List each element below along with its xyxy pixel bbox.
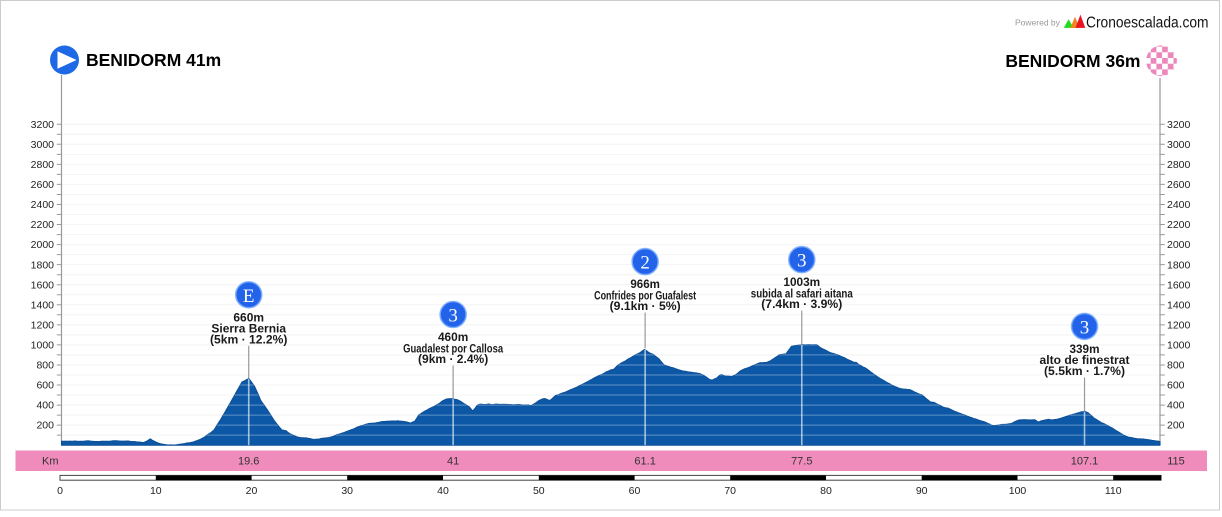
svg-text:400: 400 — [1167, 400, 1185, 412]
svg-text:110: 110 — [1105, 485, 1122, 497]
svg-text:1003m: 1003m — [783, 277, 820, 289]
svg-text:BENIDORM 41m: BENIDORM 41m — [86, 50, 221, 70]
svg-text:Guadalest por Callosa: Guadalest por Callosa — [403, 343, 503, 355]
svg-text:115: 115 — [1167, 456, 1185, 468]
svg-text:2: 2 — [640, 253, 650, 274]
svg-text:2200: 2200 — [31, 219, 55, 231]
svg-text:107.1: 107.1 — [1071, 456, 1099, 468]
svg-text:800: 800 — [36, 360, 54, 372]
svg-text:Powered by: Powered by — [1015, 17, 1061, 27]
svg-text:3200: 3200 — [1167, 119, 1191, 131]
svg-text:339m: 339m — [1070, 344, 1100, 356]
svg-text:1400: 1400 — [1167, 299, 1191, 311]
svg-text:19.6: 19.6 — [238, 456, 259, 468]
svg-text:2000: 2000 — [31, 239, 55, 251]
svg-text:3200: 3200 — [31, 119, 55, 131]
svg-text:0: 0 — [57, 485, 63, 497]
svg-text:(9km · 2.4%): (9km · 2.4%) — [418, 354, 488, 366]
svg-text:1600: 1600 — [31, 279, 55, 291]
svg-text:800: 800 — [1167, 360, 1185, 372]
svg-text:10: 10 — [150, 485, 162, 497]
svg-text:2400: 2400 — [31, 199, 55, 211]
svg-text:3: 3 — [797, 251, 807, 272]
svg-text:1600: 1600 — [1167, 279, 1191, 291]
svg-text:Sierra Bernia: Sierra Bernia — [211, 324, 286, 336]
svg-text:2600: 2600 — [1167, 179, 1191, 191]
svg-text:2000: 2000 — [1167, 239, 1191, 251]
svg-text:3000: 3000 — [1167, 139, 1191, 151]
svg-text:60: 60 — [629, 485, 641, 497]
svg-text:40: 40 — [437, 485, 449, 497]
svg-text:460m: 460m — [438, 332, 468, 344]
svg-text:1200: 1200 — [31, 319, 55, 331]
svg-text:Km: Km — [42, 456, 59, 468]
svg-text:50: 50 — [533, 485, 545, 497]
svg-text:2400: 2400 — [1167, 199, 1191, 211]
svg-text:1800: 1800 — [1167, 259, 1191, 271]
svg-text:100: 100 — [1009, 485, 1027, 497]
svg-text:1000: 1000 — [31, 340, 55, 352]
svg-text:3: 3 — [448, 306, 458, 327]
svg-text:3000: 3000 — [31, 139, 55, 151]
svg-text:Confrides por Guafalest: Confrides por Guafalest — [594, 290, 696, 302]
svg-text:(9.1km · 5%): (9.1km · 5%) — [610, 301, 681, 313]
svg-text:20: 20 — [246, 485, 258, 497]
svg-text:1000: 1000 — [1167, 340, 1191, 352]
svg-text:1800: 1800 — [31, 259, 55, 271]
svg-text:subida al safari aitana: subida al safari aitana — [751, 288, 854, 300]
svg-text:2600: 2600 — [31, 179, 55, 191]
svg-text:41: 41 — [447, 456, 459, 468]
svg-text:(5km · 12.2%): (5km · 12.2%) — [210, 334, 288, 346]
svg-text:660m: 660m — [233, 312, 264, 324]
svg-text:2200: 2200 — [1167, 219, 1191, 231]
svg-text:400: 400 — [36, 400, 54, 412]
svg-text:BENIDORM 36m: BENIDORM 36m — [1005, 51, 1140, 71]
svg-text:2800: 2800 — [31, 159, 55, 171]
svg-text:200: 200 — [36, 420, 54, 432]
svg-text:600: 600 — [36, 380, 54, 392]
svg-text:80: 80 — [820, 485, 832, 497]
svg-text:600: 600 — [1167, 380, 1185, 392]
svg-text:Cronoescalada.com: Cronoescalada.com — [1086, 15, 1209, 32]
svg-text:alto de finestrat: alto de finestrat — [1040, 355, 1130, 367]
svg-text:3: 3 — [1080, 317, 1090, 338]
svg-text:E: E — [243, 286, 255, 307]
svg-text:1200: 1200 — [1167, 319, 1191, 331]
svg-text:30: 30 — [341, 485, 353, 497]
svg-text:2800: 2800 — [1167, 159, 1191, 171]
svg-text:61.1: 61.1 — [634, 456, 655, 468]
svg-text:77.5: 77.5 — [791, 456, 812, 468]
svg-text:1400: 1400 — [31, 299, 55, 311]
svg-text:90: 90 — [916, 485, 928, 497]
svg-text:(5.5km · 1.7%): (5.5km · 1.7%) — [1044, 366, 1125, 378]
svg-text:966m: 966m — [630, 279, 660, 291]
svg-text:(7.4km · 3.9%): (7.4km · 3.9%) — [761, 299, 842, 311]
svg-text:70: 70 — [724, 485, 736, 497]
svg-text:200: 200 — [1167, 420, 1185, 432]
